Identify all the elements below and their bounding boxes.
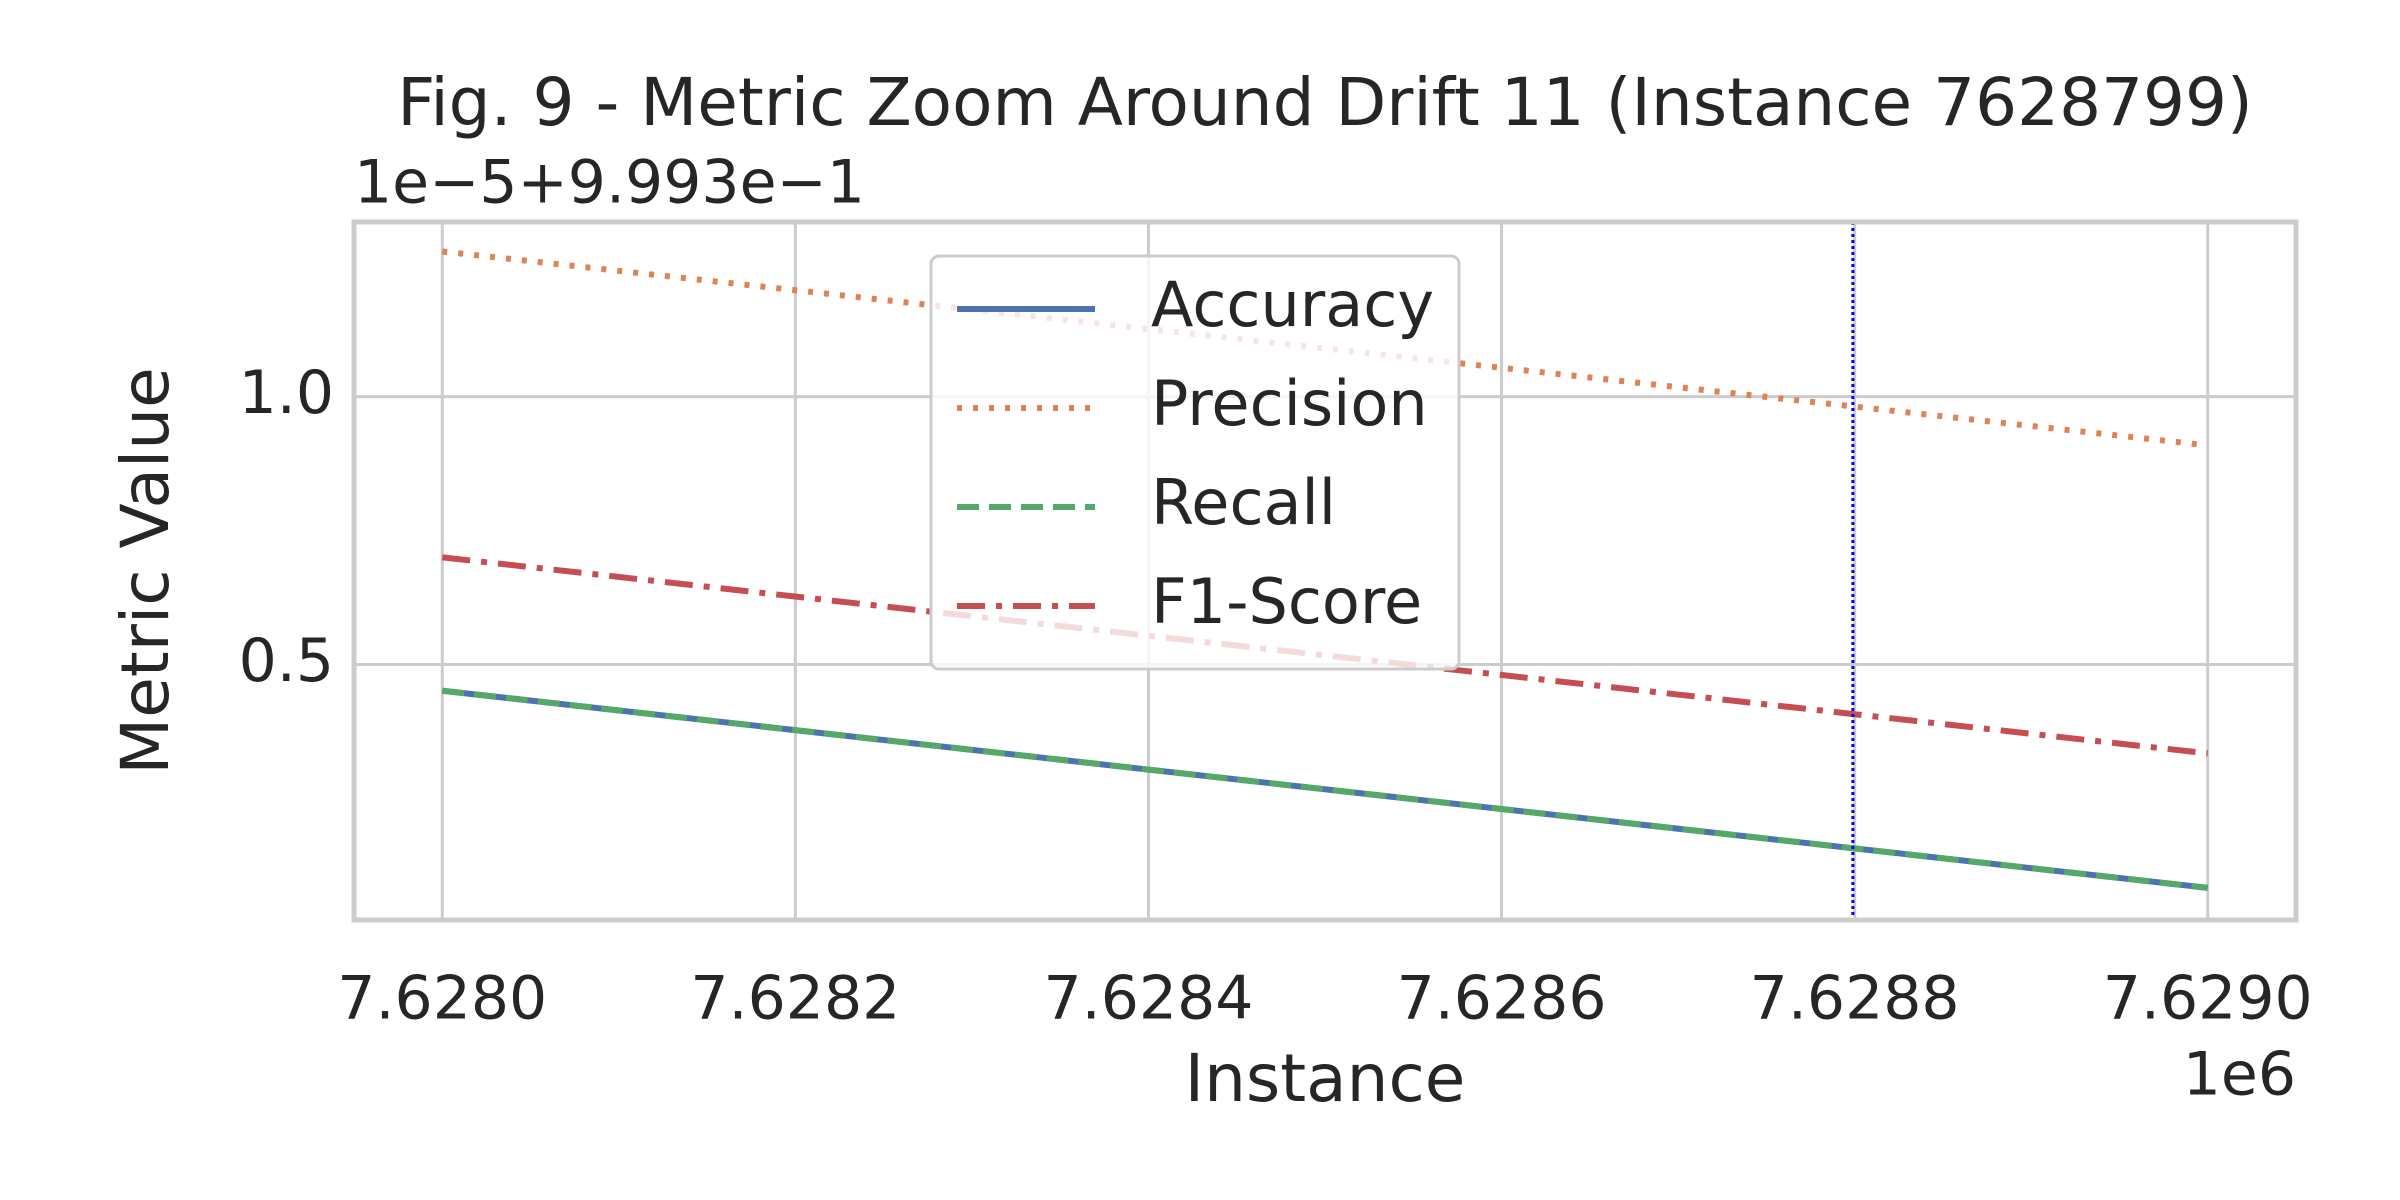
legend-label: F1-Score (1151, 565, 1422, 638)
plot-frame (351, 219, 2299, 923)
chart-title: Fig. 9 - Metric Zoom Around Drift 11 (In… (397, 64, 2253, 141)
series-line (441, 687, 2209, 891)
legend: Accuracy Precision Recall F1-Score (929, 254, 1461, 671)
legend-label: Accuracy (1151, 268, 1434, 341)
x-tick-label: 7.6284 (1043, 964, 1253, 1034)
series-line (441, 554, 2209, 757)
y-tick-label: 1.0 (239, 358, 334, 428)
x-tick-label: 7.6282 (690, 964, 900, 1034)
x-tick-label: 7.6286 (1397, 964, 1607, 1034)
x-tick-label: 7.6288 (1750, 964, 1960, 1034)
y-offset-label: 1e−5+9.993e−1 (354, 148, 865, 218)
y-axis-label: Metric Value (107, 367, 184, 774)
legend-box (929, 254, 1461, 671)
x-tick-label: 7.6290 (2103, 964, 2313, 1034)
x-tick-label: 7.6280 (337, 964, 547, 1034)
x-axis-label: Instance (1185, 1040, 1466, 1117)
legend-label: Recall (1151, 466, 1336, 539)
x-offset-label: 1e6 (2183, 1040, 2296, 1110)
y-tick-label: 0.5 (239, 626, 334, 696)
legend-label: Precision (1151, 367, 1428, 440)
